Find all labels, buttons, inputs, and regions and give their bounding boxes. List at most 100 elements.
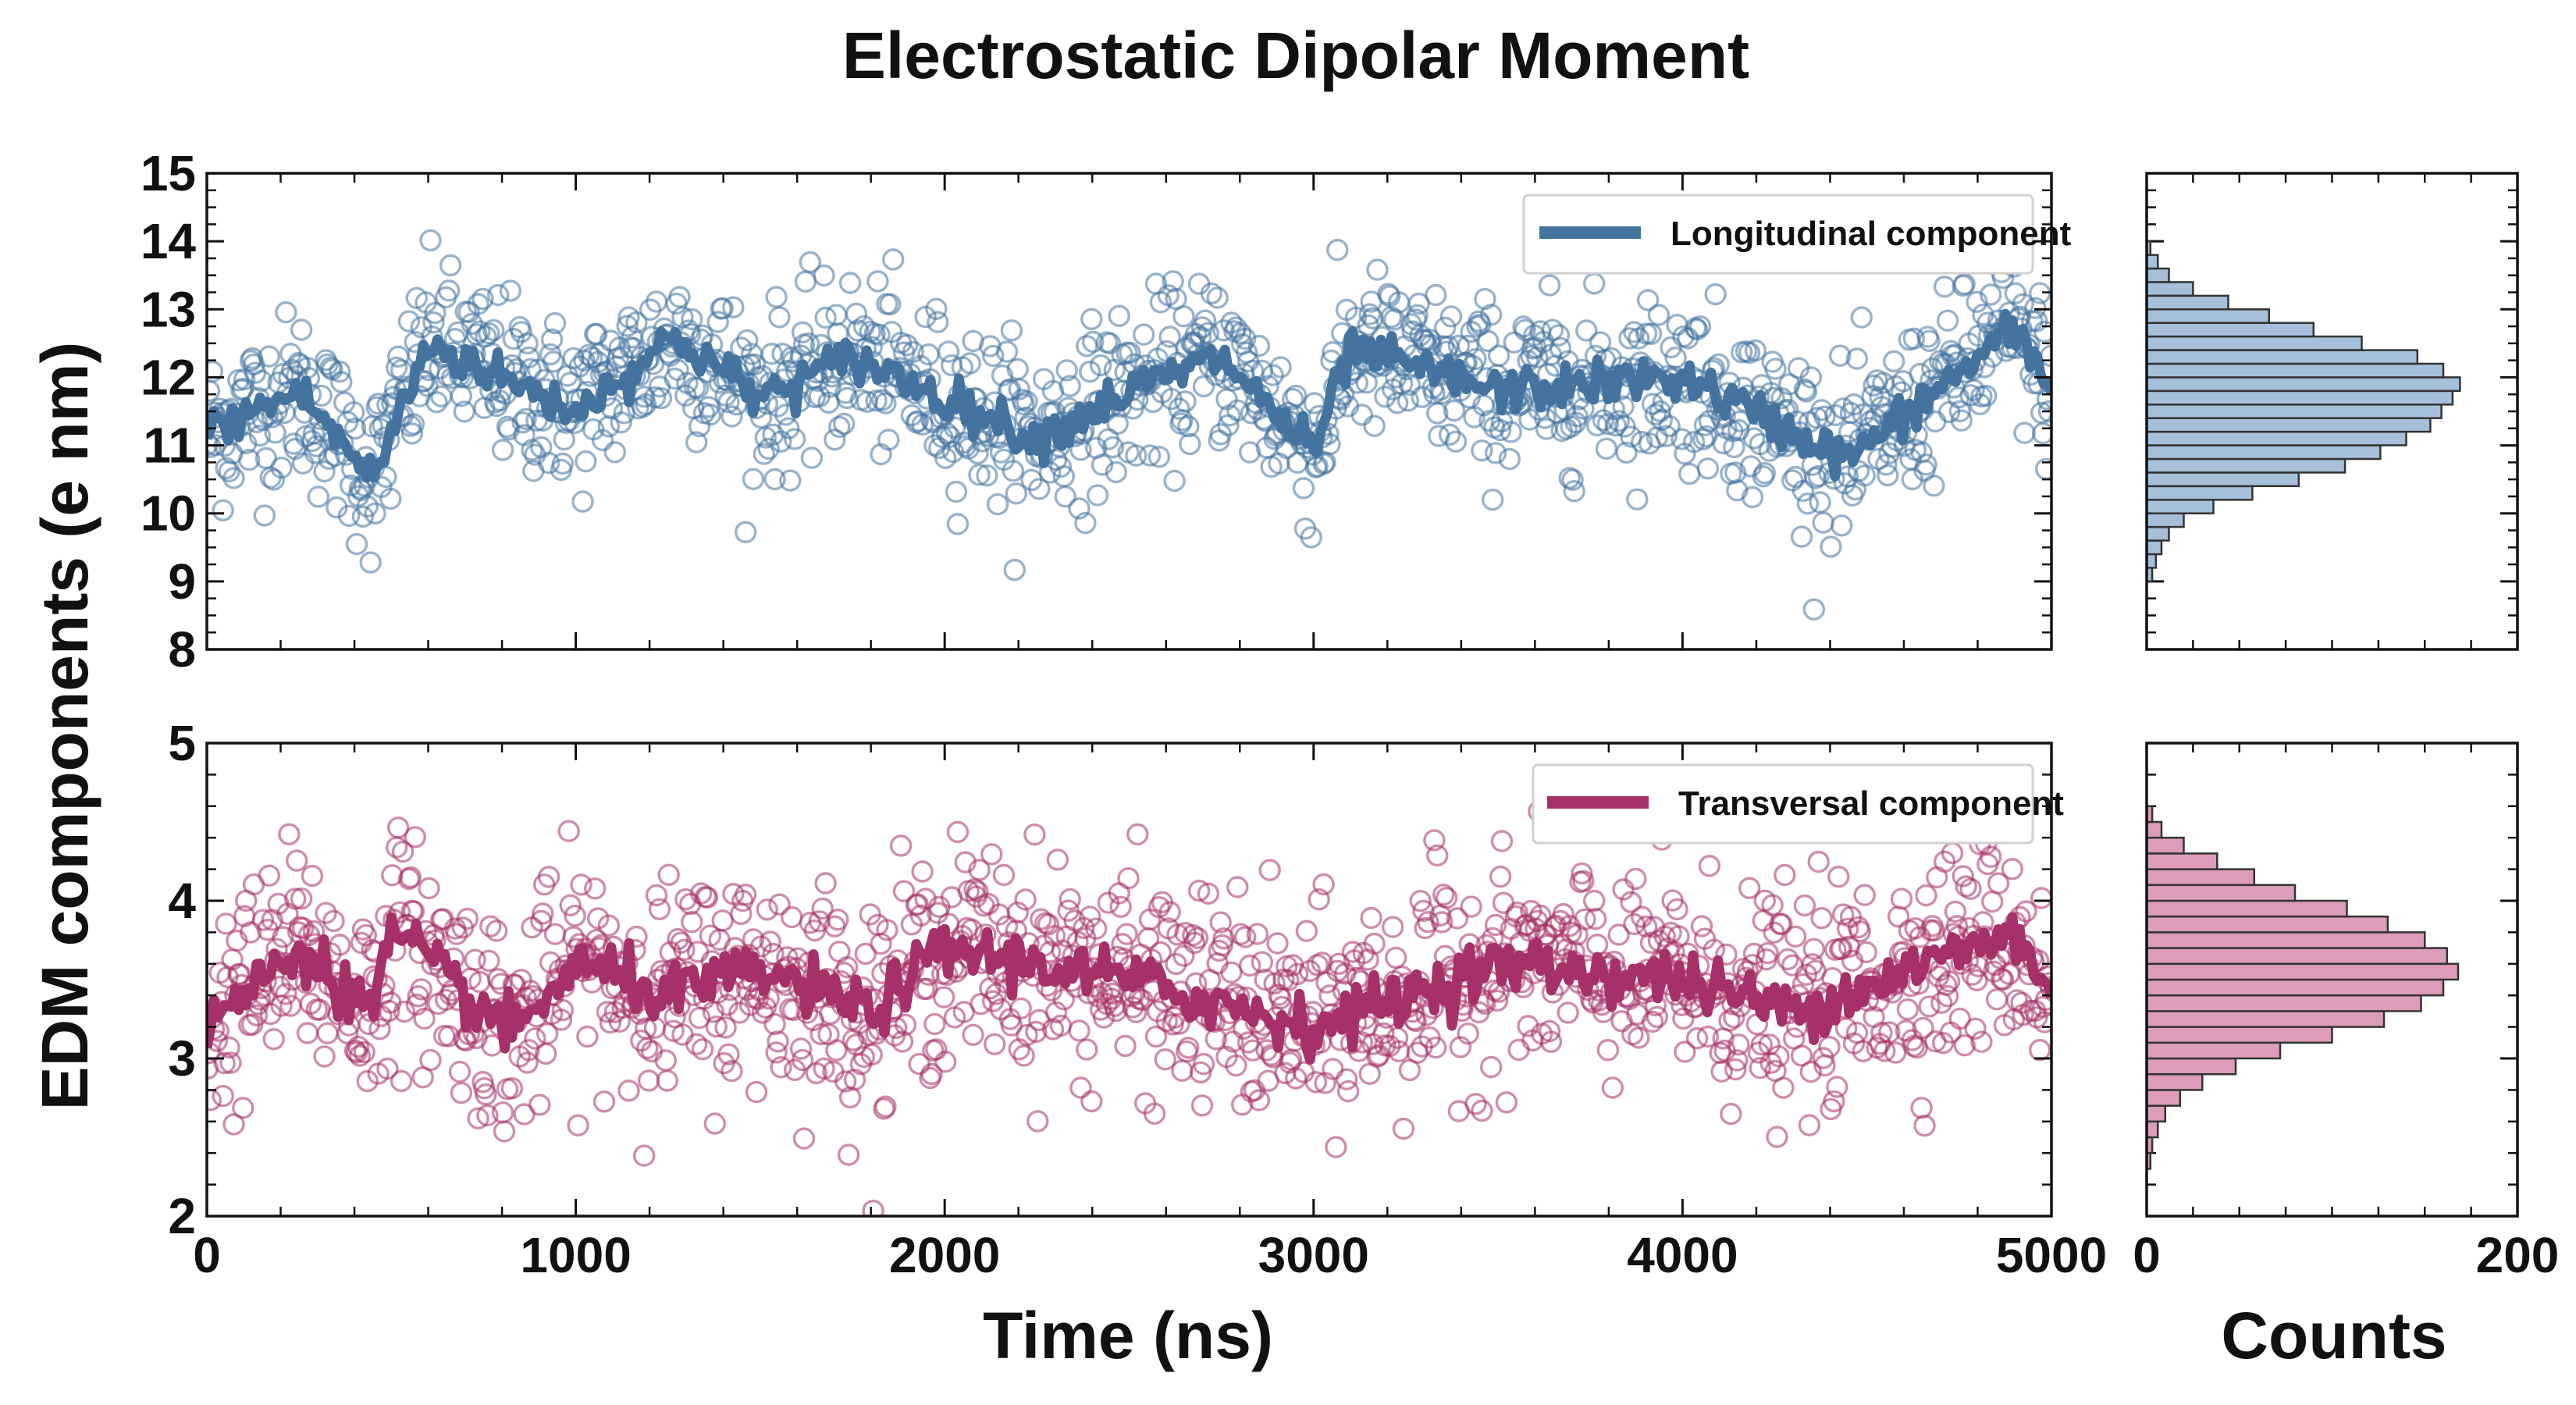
transversal-point: [1742, 942, 1766, 966]
hist-x-tick-label: 200: [2476, 1227, 2560, 1283]
x-tick-label: 1000: [520, 1227, 631, 1283]
transversal-point: [673, 938, 696, 962]
longitudinal-point: [1744, 339, 1767, 362]
longitudinal-point: [1489, 418, 1512, 442]
transversal-point: [532, 902, 554, 925]
longitudinal-point: [736, 329, 759, 352]
hist-x-axis-label: Counts: [2221, 1299, 2446, 1372]
transversal-point: [1715, 943, 1738, 966]
longitudinal-point: [488, 389, 511, 412]
longitudinal-point: [735, 521, 757, 543]
longitudinal-point: [1655, 425, 1678, 447]
longitudinal-point: [1549, 336, 1572, 360]
transversal-point: [654, 1049, 677, 1072]
transversal-point: [479, 915, 502, 937]
transversal-histogram-bar: [2145, 1041, 2282, 1060]
transversal-point: [1720, 1102, 1742, 1126]
transversal-point: [1238, 954, 1261, 977]
transversal-point: [705, 1015, 728, 1038]
transversal-histogram: [2145, 742, 2519, 1218]
transversal-point: [1915, 884, 1937, 907]
transversal-point: [1585, 934, 1609, 956]
longitudinal-point: [238, 448, 261, 471]
transversal-point: [645, 884, 668, 907]
transversal-point: [1079, 905, 1101, 928]
longitudinal-point: [1132, 323, 1155, 346]
longitudinal-point: [1355, 372, 1378, 394]
transversal-point: [1312, 873, 1335, 896]
longitudinal-point: [1962, 379, 1985, 401]
transversal-point: [1177, 1037, 1200, 1059]
transversal-point: [1209, 911, 1232, 934]
transversal-point: [633, 1144, 656, 1167]
transversal-point: [789, 1037, 813, 1060]
longitudinal-point: [1247, 334, 1271, 357]
longitudinal-point: [1853, 464, 1876, 487]
transversal-point: [2015, 900, 2037, 923]
longitudinal-point: [1918, 329, 1941, 352]
longitudinal-point: [1952, 274, 1975, 297]
longitudinal-point: [1670, 428, 1693, 450]
longitudinal-point: [1682, 431, 1706, 454]
longitudinal-point: [468, 320, 491, 343]
transversal-point: [1848, 920, 1872, 943]
transversal-point: [1426, 844, 1449, 867]
transversal-point: [1000, 1014, 1023, 1037]
longitudinal-point: [927, 311, 949, 333]
longitudinal-histogram-bar: [2145, 525, 2170, 542]
transversal-point: [270, 994, 293, 1017]
longitudinal-point: [1439, 305, 1463, 328]
longitudinal-point: [207, 360, 224, 383]
transversal-axes-frame: [205, 742, 2053, 1218]
transversal-point: [1233, 926, 1257, 948]
longitudinal-point: [866, 270, 889, 293]
transversal-point: [720, 1059, 743, 1083]
transversal-point: [1624, 867, 1647, 891]
longitudinal-point: [537, 451, 560, 475]
longitudinal-point: [482, 318, 505, 342]
longitudinal-point: [1936, 309, 1959, 332]
longitudinal-point: [250, 369, 273, 393]
longitudinal-point: [1003, 558, 1026, 582]
transversal-point: [1827, 865, 1850, 888]
longitudinal-histogram-bar: [2145, 281, 2194, 297]
legend-box: [1522, 194, 2034, 275]
transversal-histogram-bar: [2145, 915, 2389, 934]
longitudinal-point: [1326, 239, 1349, 261]
transversal-point: [562, 926, 585, 948]
transversal-point: [1723, 1006, 1745, 1029]
longitudinal-point: [825, 304, 848, 326]
transversal-point: [1183, 931, 1206, 955]
transversal-histogram-bar: [2145, 1120, 2159, 1139]
transversal-point: [983, 1033, 1006, 1056]
longitudinal-point: [800, 446, 824, 469]
longitudinal-histogram-bar: [2145, 308, 2271, 324]
longitudinal-point: [711, 297, 734, 320]
transversal-point: [608, 1010, 631, 1033]
longitudinal-point: [307, 486, 329, 508]
transversal-point: [1934, 973, 1958, 997]
transversal-point: [445, 923, 468, 945]
transversal-point: [329, 934, 351, 956]
longitudinal-point: [1197, 322, 1220, 344]
transversal-point: [960, 918, 983, 941]
transversal-point: [1212, 927, 1235, 950]
longitudinal-point: [419, 229, 442, 252]
transversal-point: [1836, 917, 1859, 941]
transversal-point: [1890, 887, 1913, 910]
transversal-point: [1641, 1010, 1664, 1033]
longitudinal-point: [1688, 315, 1712, 338]
longitudinal-point: [722, 296, 745, 318]
longitudinal-point: [649, 387, 673, 410]
transversal-point: [1628, 1026, 1650, 1049]
longitudinal-point: [1877, 464, 1899, 487]
longitudinal-point: [1575, 319, 1598, 342]
transversal-point: [765, 1041, 788, 1064]
longitudinal-point: [499, 279, 522, 302]
longitudinal-point: [1172, 305, 1195, 328]
transversal-point: [399, 866, 422, 889]
longitudinal-histogram-bar: [2145, 389, 2454, 406]
transversal-point: [1552, 902, 1575, 926]
transversal-point: [1192, 1052, 1215, 1076]
transversal-point: [301, 864, 324, 887]
